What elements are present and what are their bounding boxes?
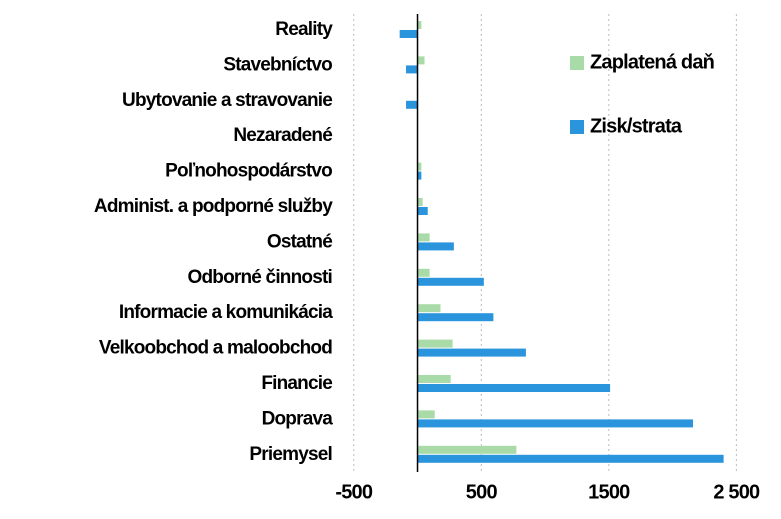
bar [417,268,430,277]
bar [417,419,693,428]
category-label: Ostatné [267,231,332,252]
category-label: Velkoobchod a maloobchod [99,338,332,359]
bar [417,198,423,206]
bar [417,454,724,463]
category-label: Reality [275,19,333,40]
category-label: Administ. a podporné služby [94,196,333,217]
category-label: Nezaradené [233,125,332,146]
category-label: Ubytovanie a stravovanie [122,90,332,111]
bar [399,30,418,38]
bar [417,56,425,65]
category-label: Doprava [262,408,334,429]
bar [417,171,422,180]
legend-swatch [570,56,584,70]
bar [417,233,430,242]
x-tick-label: -500 [335,481,373,503]
bar [406,100,418,109]
bar [417,277,484,286]
bar [417,242,454,251]
bar [417,375,451,383]
x-tick-label: 1500 [588,481,630,503]
category-label: Financie [261,373,332,394]
legend-label: Zaplatená daň [590,51,714,73]
bar [417,348,526,357]
bar [417,445,517,454]
category-label: Informacie a komunikácia [119,302,333,323]
x-tick-label: 2 500 [713,481,760,503]
bar [417,304,441,313]
bar [417,207,428,215]
legend-label: Zisk/strata [590,115,683,137]
bar [417,410,435,419]
bar [417,339,453,348]
legend-swatch [570,120,584,134]
x-tick-label: 500 [466,481,498,503]
category-label: Priemysel [249,444,332,465]
category-label: Stavebníctvo [223,54,332,75]
bar [417,162,422,171]
bar [417,384,611,392]
bar [417,21,422,29]
bar [417,313,494,322]
category-label: Odborné činnosti [188,267,332,288]
category-label: Poľnohospodárstvo [165,161,332,182]
bar [406,65,418,74]
